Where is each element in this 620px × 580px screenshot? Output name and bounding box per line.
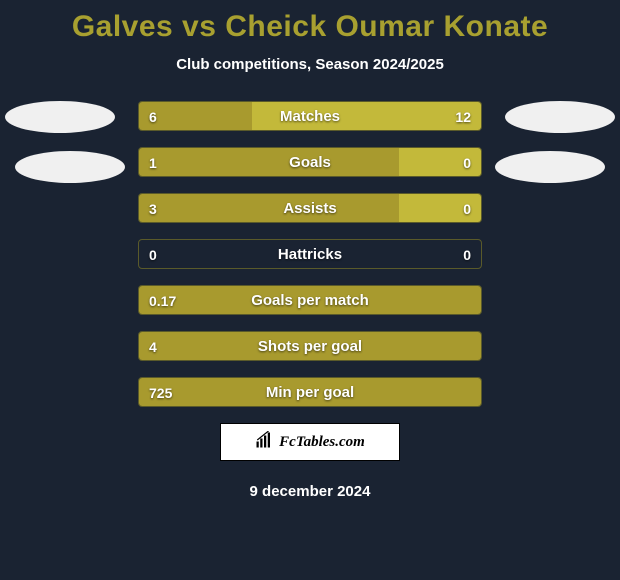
date-label: 9 december 2024 <box>0 483 620 500</box>
stat-value-right: 0 <box>463 148 471 177</box>
stat-label: Shots per goal <box>139 332 481 360</box>
stat-label: Goals <box>139 148 481 176</box>
stat-label: Matches <box>139 102 481 130</box>
stat-value-left: 725 <box>149 378 172 407</box>
stat-label: Goals per match <box>139 286 481 314</box>
stat-value-right: 0 <box>463 240 471 269</box>
chart-icon <box>255 431 273 454</box>
comparison-chart: Matches612Goals10Assists30Hattricks00Goa… <box>0 101 620 407</box>
stat-value-right: 0 <box>463 194 471 223</box>
stat-row: Assists3 0 <box>138 193 482 223</box>
stat-row: Shots per goal4 <box>138 331 482 361</box>
page-title: Galves vs Cheick Oumar Konate <box>0 0 620 44</box>
player1-club-avatar <box>5 101 115 133</box>
stat-value-left: 3 <box>149 194 157 223</box>
stat-row: Hattricks0 0 <box>138 239 482 269</box>
stat-value-right: 12 <box>455 102 471 131</box>
watermark: FcTables.com <box>220 423 400 461</box>
player2-club-avatar <box>505 101 615 133</box>
stat-value-left: 0.17 <box>149 286 176 315</box>
stat-row: Matches6 12 <box>138 101 482 131</box>
player2-avatar <box>495 151 605 183</box>
stat-row: Goals1 0 <box>138 147 482 177</box>
player1-avatar <box>15 151 125 183</box>
watermark-text: FcTables.com <box>279 434 365 451</box>
stat-value-left: 6 <box>149 102 157 131</box>
stat-value-left: 0 <box>149 240 157 269</box>
stat-bars: Matches612Goals10Assists30Hattricks00Goa… <box>138 101 482 407</box>
stat-label: Assists <box>139 194 481 222</box>
stat-label: Hattricks <box>139 240 481 268</box>
stat-value-left: 4 <box>149 332 157 361</box>
subtitle: Club competitions, Season 2024/2025 <box>0 56 620 73</box>
stat-row: Goals per match0.17 <box>138 285 482 315</box>
stat-row: Min per goal725 <box>138 377 482 407</box>
stat-value-left: 1 <box>149 148 157 177</box>
stat-label: Min per goal <box>139 378 481 406</box>
